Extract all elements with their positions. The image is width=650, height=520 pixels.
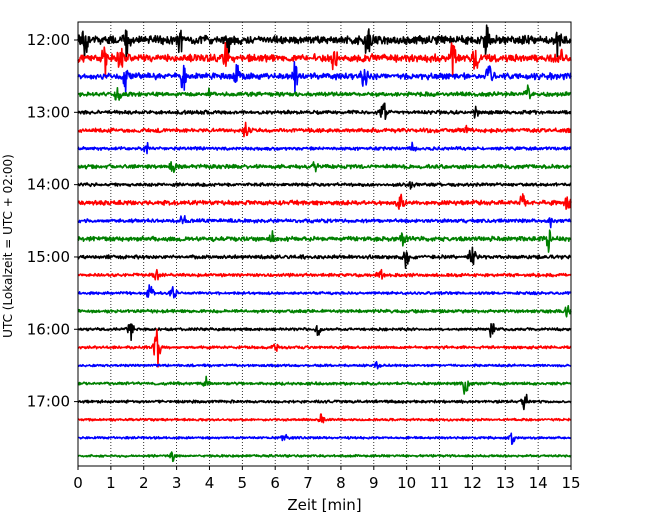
y-tick-label: 16:00 [27,320,70,338]
y-axis-label: UTC (Lokalzeit = UTC + 02:00) [1,154,15,338]
trace-line [77,121,572,138]
plot-background [78,22,571,466]
trace-line [77,451,572,463]
trace-line [77,161,572,174]
y-tick-label: 14:00 [27,176,70,194]
trace-line [77,246,572,269]
trace-line [77,41,572,78]
x-tick-label: 9 [369,474,379,492]
trace-line [77,360,572,370]
y-tick-label: 17:00 [27,393,70,411]
trace-line [77,229,572,253]
trace-line [77,432,572,446]
x-tick-label: 5 [238,474,248,492]
x-tick-label: 15 [561,474,580,492]
x-axis-ticks: 0 1 2 3 4 5 6 7 8 9 10 11 12 13 14 15 [73,466,581,492]
x-tick-label: 13 [496,474,515,492]
x-tick-label: 0 [73,474,83,492]
x-tick-label: 1 [106,474,116,492]
x-tick-label: 8 [336,474,346,492]
trace-line [77,323,572,342]
x-tick-label: 14 [529,474,548,492]
trace-line [77,24,572,61]
trace-line [77,61,572,94]
trace-line [77,328,572,368]
x-tick-label: 2 [139,474,149,492]
seismic-traces [77,24,572,463]
x-tick-label: 11 [430,474,449,492]
trace-line [77,102,572,121]
x-tick-label: 10 [397,474,416,492]
x-tick-label: 3 [172,474,182,492]
trace-line [77,268,572,281]
trace-line [77,413,572,424]
trace-line [77,284,572,299]
x-tick-label: 12 [463,474,482,492]
trace-line [77,181,572,190]
x-axis-label: Zeit [min] [287,496,361,514]
trace-line [77,393,572,411]
trace-line [77,84,572,101]
trace-line [77,305,572,318]
y-tick-label: 12:00 [27,31,70,49]
trace-line [77,141,572,155]
y-tick-label: 15:00 [27,248,70,266]
trace-line [77,214,572,229]
x-gridlines [110,22,539,466]
y-axis-ticks: 12:00 13:00 14:00 15:00 16:00 17:00 [27,31,78,411]
y-tick-label: 13:00 [27,103,70,121]
x-tick-label: 6 [270,474,280,492]
trace-line [77,375,572,395]
x-tick-label: 7 [303,474,313,492]
plot-frame [77,21,572,467]
x-tick-label: 4 [205,474,215,492]
trace-line [77,193,572,210]
